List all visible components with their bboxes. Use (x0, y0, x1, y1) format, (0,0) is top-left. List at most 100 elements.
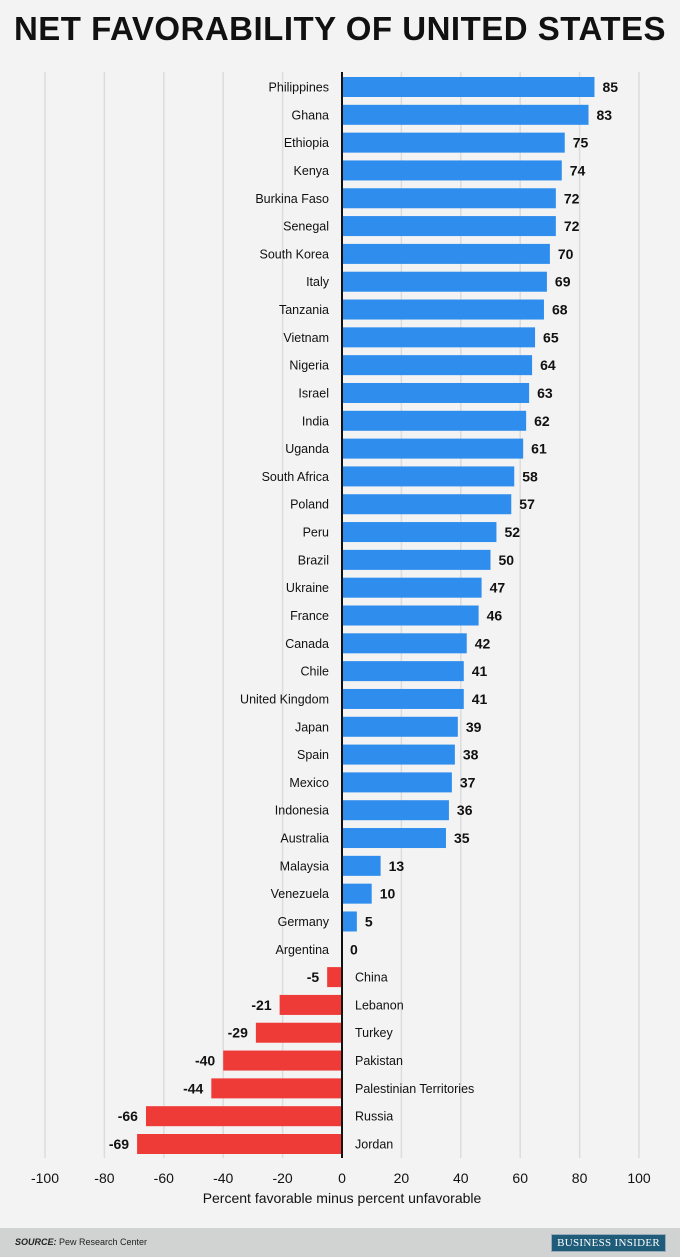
category-label: Canada (285, 637, 329, 651)
category-label: Malaysia (280, 859, 329, 873)
category-label: Poland (290, 498, 329, 512)
source-note: SOURCE: Pew Research Center (15, 1237, 147, 1247)
bar (342, 744, 455, 765)
bar (342, 494, 512, 515)
bar (342, 633, 467, 654)
data-label: 74 (570, 162, 586, 178)
data-label: 57 (519, 496, 535, 512)
category-label: Australia (280, 832, 329, 846)
bar (342, 716, 458, 737)
data-label: 72 (564, 218, 580, 234)
data-label: 42 (475, 635, 491, 651)
category-label: South Africa (262, 470, 329, 484)
data-label: -69 (109, 1136, 129, 1152)
category-label: Russia (355, 1110, 393, 1124)
data-label: 38 (463, 747, 479, 763)
category-label: Lebanon (355, 998, 404, 1012)
data-label: 58 (522, 468, 538, 484)
data-label: 69 (555, 274, 571, 290)
category-label: Mexico (289, 776, 329, 790)
bar (342, 438, 524, 459)
data-label: 13 (389, 858, 405, 874)
bar (342, 104, 589, 125)
bar (342, 216, 556, 237)
category-label: Japan (295, 720, 329, 734)
category-label: United Kingdom (240, 692, 329, 706)
bar (327, 967, 342, 988)
category-label: Spain (297, 748, 329, 762)
x-tick-label: 0 (338, 1170, 346, 1186)
data-label: -21 (251, 997, 271, 1013)
category-label: France (290, 609, 329, 623)
category-label: Philippines (269, 81, 329, 95)
category-label: Jordan (355, 1138, 393, 1152)
category-label: Ukraine (286, 581, 329, 595)
data-label: 52 (504, 524, 520, 540)
bar (342, 772, 452, 793)
category-label: Kenya (294, 164, 329, 178)
category-label: Nigeria (289, 359, 329, 373)
data-label: 61 (531, 441, 547, 457)
x-tick-label: 20 (394, 1170, 410, 1186)
bar (342, 605, 479, 626)
bar (342, 382, 530, 403)
category-label: India (302, 414, 329, 428)
category-label: Palestinian Territories (355, 1082, 474, 1096)
data-label: 37 (460, 774, 476, 790)
bar (342, 883, 372, 904)
data-label: 72 (564, 190, 580, 206)
bar (255, 1022, 342, 1043)
bar (342, 355, 533, 376)
business-insider-logo: BUSINESS INSIDER (551, 1234, 666, 1252)
data-label: 39 (466, 719, 482, 735)
bar (342, 327, 536, 348)
data-label: 36 (457, 802, 473, 818)
bar (342, 160, 562, 181)
data-label: 85 (602, 79, 618, 95)
bar (145, 1106, 342, 1127)
category-label: Pakistan (355, 1054, 403, 1068)
x-tick-label: 60 (512, 1170, 528, 1186)
data-label: 41 (472, 691, 488, 707)
data-label: -40 (195, 1053, 215, 1069)
category-label: Italy (306, 275, 330, 289)
category-label: Argentina (275, 943, 329, 957)
category-label: Tanzania (279, 303, 329, 317)
data-label: 0 (350, 941, 358, 957)
category-label: Uganda (285, 442, 329, 456)
data-label: 47 (490, 580, 506, 596)
category-label: Peru (303, 526, 329, 540)
x-tick-label: 80 (572, 1170, 588, 1186)
data-label: 35 (454, 830, 470, 846)
x-tick-label: 40 (453, 1170, 469, 1186)
bar (342, 577, 482, 598)
data-label: 70 (558, 246, 574, 262)
bar (342, 243, 550, 264)
category-label: South Korea (260, 247, 330, 261)
bar (342, 688, 464, 709)
data-label: 68 (552, 302, 568, 318)
x-tick-label: -60 (154, 1170, 174, 1186)
x-tick-label: -100 (31, 1170, 59, 1186)
chart-title: NET FAVORABILITY OF UNITED STATES (13, 10, 667, 47)
category-label: Israel (298, 386, 329, 400)
source-label: SOURCE: (15, 1237, 57, 1247)
category-label: Germany (278, 915, 330, 929)
footer: SOURCE: Pew Research Center BUSINESS INS… (0, 1228, 680, 1257)
data-label: 83 (597, 107, 613, 123)
category-label: Turkey (355, 1026, 393, 1040)
data-label: 63 (537, 385, 553, 401)
bar (342, 271, 547, 292)
data-label: 5 (365, 913, 373, 929)
bar (279, 994, 342, 1015)
category-label: Brazil (298, 553, 329, 567)
bar (342, 522, 497, 543)
data-label: 62 (534, 413, 550, 429)
source-text: Pew Research Center (56, 1237, 148, 1247)
category-label: Senegal (283, 220, 329, 234)
category-label: Indonesia (275, 804, 329, 818)
data-label: -44 (183, 1080, 203, 1096)
category-label: Ethiopia (284, 136, 329, 150)
